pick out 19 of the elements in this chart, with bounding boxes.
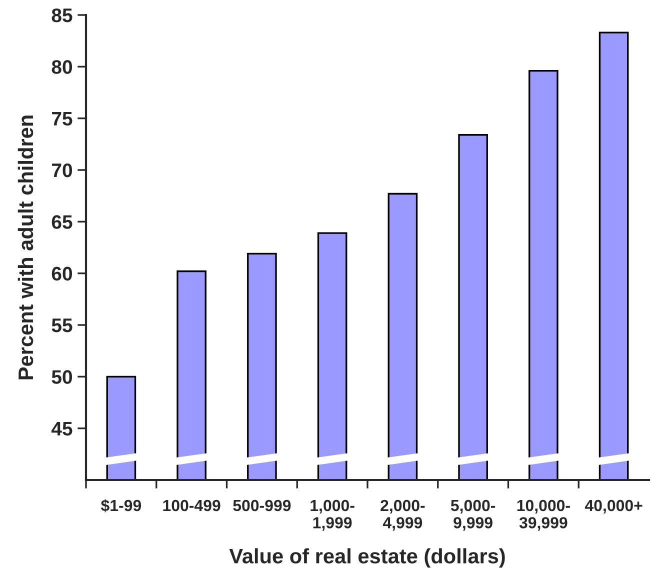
x-tick-label: 5,000- 9,999: [450, 500, 496, 531]
x-tick-label: 10,000- 39,999: [517, 500, 570, 531]
x-tick-label: 2,000- 4,999: [380, 500, 425, 531]
y-tick-label: 65: [52, 215, 72, 229]
y-tick-label: 55: [52, 318, 72, 332]
x-tick-label: $1-99: [100, 499, 142, 512]
y-axis-title: Percent with adult children: [18, 116, 34, 380]
x-tick-label: 40,000+: [584, 500, 642, 514]
x-tick-label: 100-499: [163, 500, 220, 512]
y-tick-label: 85: [52, 8, 72, 22]
y-tick-label: 50: [52, 370, 72, 384]
y-tick-label: 45: [51, 422, 72, 436]
y-tick-label: 60: [52, 266, 72, 281]
x-tick-label: 500-999: [233, 500, 291, 512]
y-tick-label: 70: [52, 163, 72, 178]
x-axis-title: Value of real estate (dollars): [229, 548, 505, 568]
y-tick-label: 75: [52, 112, 72, 126]
x-tick-label: 1,000- 1,999: [310, 500, 354, 531]
y-tick-label: 80: [52, 60, 72, 74]
